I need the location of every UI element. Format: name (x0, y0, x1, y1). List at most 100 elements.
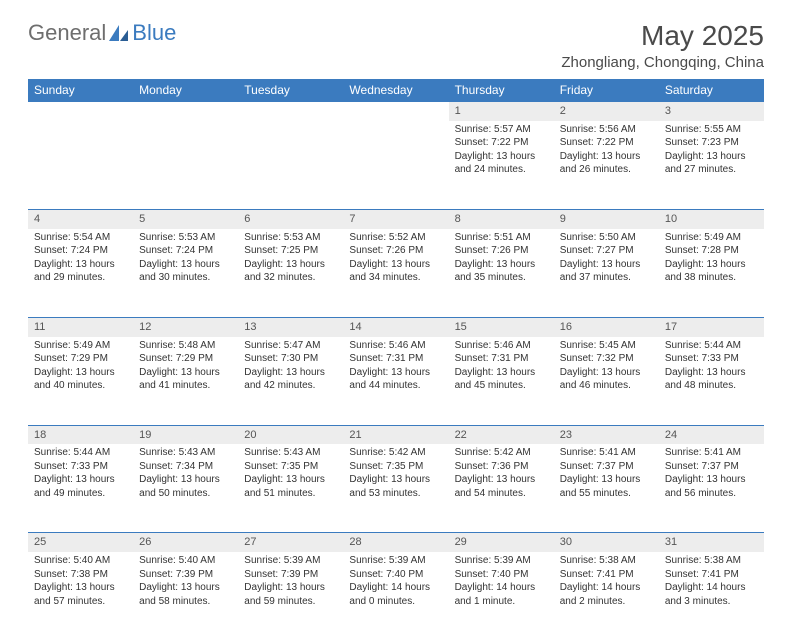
daylight-line: Daylight: 13 hours and 24 minutes. (455, 150, 548, 177)
day-header: Wednesday (343, 79, 448, 101)
daynum-row: 123 (28, 101, 764, 121)
title-block: May 2025 Zhongliang, Chongqing, China (561, 20, 764, 71)
sunset-line: Sunset: 7:33 PM (665, 352, 758, 366)
day-header: Monday (133, 79, 238, 101)
day-number (238, 101, 343, 121)
day-number: 25 (28, 532, 133, 552)
sunrise-line: Sunrise: 5:39 AM (455, 554, 548, 568)
sunrise-line: Sunrise: 5:53 AM (244, 231, 337, 245)
day-cell-body: Sunrise: 5:41 AMSunset: 7:37 PMDaylight:… (554, 444, 659, 506)
day-cell: Sunrise: 5:40 AMSunset: 7:38 PMDaylight:… (28, 552, 133, 640)
sunset-line: Sunset: 7:35 PM (244, 460, 337, 474)
day-cell: Sunrise: 5:52 AMSunset: 7:26 PMDaylight:… (343, 229, 448, 317)
day-cell: Sunrise: 5:42 AMSunset: 7:36 PMDaylight:… (449, 444, 554, 532)
day-cell: Sunrise: 5:39 AMSunset: 7:40 PMDaylight:… (343, 552, 448, 640)
day-cell: Sunrise: 5:56 AMSunset: 7:22 PMDaylight:… (554, 121, 659, 209)
day-number: 22 (449, 425, 554, 445)
week-row: Sunrise: 5:49 AMSunset: 7:29 PMDaylight:… (28, 337, 764, 425)
daylight-line: Daylight: 13 hours and 58 minutes. (139, 581, 232, 608)
sunrise-line: Sunrise: 5:47 AM (244, 339, 337, 353)
sunset-line: Sunset: 7:33 PM (34, 460, 127, 474)
sunrise-line: Sunrise: 5:46 AM (349, 339, 442, 353)
day-cell-body: Sunrise: 5:38 AMSunset: 7:41 PMDaylight:… (554, 552, 659, 614)
day-number: 21 (343, 425, 448, 445)
sunrise-line: Sunrise: 5:39 AM (349, 554, 442, 568)
day-cell-body: Sunrise: 5:47 AMSunset: 7:30 PMDaylight:… (238, 337, 343, 399)
day-cell (343, 121, 448, 209)
day-cell: Sunrise: 5:38 AMSunset: 7:41 PMDaylight:… (554, 552, 659, 640)
daynum-row: 25262728293031 (28, 532, 764, 552)
sunset-line: Sunset: 7:22 PM (455, 136, 548, 150)
day-number: 4 (28, 209, 133, 229)
day-header: Saturday (659, 79, 764, 101)
day-cell-body: Sunrise: 5:54 AMSunset: 7:24 PMDaylight:… (28, 229, 133, 291)
logo-text-general: General (28, 20, 106, 46)
daylight-line: Daylight: 13 hours and 48 minutes. (665, 366, 758, 393)
location-text: Zhongliang, Chongqing, China (561, 54, 764, 71)
daylight-line: Daylight: 13 hours and 54 minutes. (455, 473, 548, 500)
daylight-line: Daylight: 13 hours and 38 minutes. (665, 258, 758, 285)
daylight-line: Daylight: 14 hours and 0 minutes. (349, 581, 442, 608)
day-cell: Sunrise: 5:40 AMSunset: 7:39 PMDaylight:… (133, 552, 238, 640)
daylight-line: Daylight: 13 hours and 44 minutes. (349, 366, 442, 393)
day-number: 17 (659, 317, 764, 337)
day-number: 11 (28, 317, 133, 337)
daylight-line: Daylight: 13 hours and 32 minutes. (244, 258, 337, 285)
daylight-line: Daylight: 14 hours and 3 minutes. (665, 581, 758, 608)
day-cell: Sunrise: 5:48 AMSunset: 7:29 PMDaylight:… (133, 337, 238, 425)
daylight-line: Daylight: 13 hours and 42 minutes. (244, 366, 337, 393)
day-number: 9 (554, 209, 659, 229)
daylight-line: Daylight: 13 hours and 29 minutes. (34, 258, 127, 285)
sunset-line: Sunset: 7:37 PM (560, 460, 653, 474)
sunrise-line: Sunrise: 5:46 AM (455, 339, 548, 353)
day-cell: Sunrise: 5:49 AMSunset: 7:29 PMDaylight:… (28, 337, 133, 425)
day-cell-body: Sunrise: 5:40 AMSunset: 7:38 PMDaylight:… (28, 552, 133, 614)
day-cell: Sunrise: 5:53 AMSunset: 7:25 PMDaylight:… (238, 229, 343, 317)
sunrise-line: Sunrise: 5:54 AM (34, 231, 127, 245)
daynum-row: 11121314151617 (28, 317, 764, 337)
sunrise-line: Sunrise: 5:56 AM (560, 123, 653, 137)
day-cell: Sunrise: 5:49 AMSunset: 7:28 PMDaylight:… (659, 229, 764, 317)
day-cell: Sunrise: 5:55 AMSunset: 7:23 PMDaylight:… (659, 121, 764, 209)
day-number: 14 (343, 317, 448, 337)
sunset-line: Sunset: 7:38 PM (34, 568, 127, 582)
sunrise-line: Sunrise: 5:40 AM (139, 554, 232, 568)
day-cell-body: Sunrise: 5:49 AMSunset: 7:29 PMDaylight:… (28, 337, 133, 399)
day-cell: Sunrise: 5:53 AMSunset: 7:24 PMDaylight:… (133, 229, 238, 317)
sunrise-line: Sunrise: 5:49 AM (665, 231, 758, 245)
day-cell: Sunrise: 5:39 AMSunset: 7:40 PMDaylight:… (449, 552, 554, 640)
sunset-line: Sunset: 7:24 PM (34, 244, 127, 258)
day-cell-body: Sunrise: 5:53 AMSunset: 7:24 PMDaylight:… (133, 229, 238, 291)
sunrise-line: Sunrise: 5:40 AM (34, 554, 127, 568)
day-number: 23 (554, 425, 659, 445)
day-number: 27 (238, 532, 343, 552)
daylight-line: Daylight: 13 hours and 45 minutes. (455, 366, 548, 393)
sunset-line: Sunset: 7:25 PM (244, 244, 337, 258)
daylight-line: Daylight: 13 hours and 30 minutes. (139, 258, 232, 285)
daylight-line: Daylight: 13 hours and 50 minutes. (139, 473, 232, 500)
sunrise-line: Sunrise: 5:49 AM (34, 339, 127, 353)
day-cell: Sunrise: 5:44 AMSunset: 7:33 PMDaylight:… (659, 337, 764, 425)
sunset-line: Sunset: 7:27 PM (560, 244, 653, 258)
day-number: 6 (238, 209, 343, 229)
daylight-line: Daylight: 13 hours and 53 minutes. (349, 473, 442, 500)
day-cell: Sunrise: 5:43 AMSunset: 7:35 PMDaylight:… (238, 444, 343, 532)
sunset-line: Sunset: 7:35 PM (349, 460, 442, 474)
day-cell-body: Sunrise: 5:42 AMSunset: 7:36 PMDaylight:… (449, 444, 554, 506)
sunset-line: Sunset: 7:26 PM (455, 244, 548, 258)
daynum-row: 18192021222324 (28, 425, 764, 445)
day-cell-body: Sunrise: 5:50 AMSunset: 7:27 PMDaylight:… (554, 229, 659, 291)
daylight-line: Daylight: 13 hours and 34 minutes. (349, 258, 442, 285)
sunset-line: Sunset: 7:37 PM (665, 460, 758, 474)
day-cell: Sunrise: 5:46 AMSunset: 7:31 PMDaylight:… (343, 337, 448, 425)
sunrise-line: Sunrise: 5:41 AM (665, 446, 758, 460)
day-cell-body: Sunrise: 5:41 AMSunset: 7:37 PMDaylight:… (659, 444, 764, 506)
day-number: 13 (238, 317, 343, 337)
day-cell: Sunrise: 5:43 AMSunset: 7:34 PMDaylight:… (133, 444, 238, 532)
day-number: 1 (449, 101, 554, 121)
day-number: 24 (659, 425, 764, 445)
day-cell-body: Sunrise: 5:40 AMSunset: 7:39 PMDaylight:… (133, 552, 238, 614)
daylight-line: Daylight: 13 hours and 49 minutes. (34, 473, 127, 500)
daylight-line: Daylight: 14 hours and 1 minute. (455, 581, 548, 608)
sunset-line: Sunset: 7:22 PM (560, 136, 653, 150)
